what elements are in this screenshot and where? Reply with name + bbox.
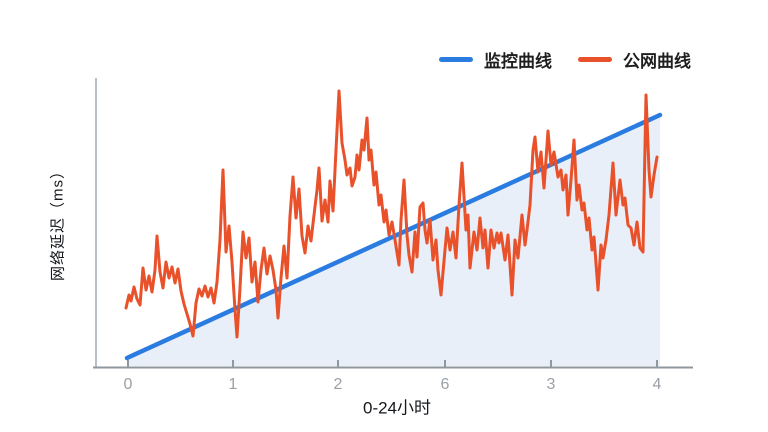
x-tick-label: 2: [334, 376, 343, 393]
legend-label-public: 公网曲线: [623, 52, 691, 71]
y-axis-title: 网络延迟（ms）: [49, 163, 67, 281]
x-tick-label: 4: [653, 376, 662, 393]
legend-item-public-curve[interactable]: 公网曲线: [578, 47, 691, 72]
x-tick-label: 1: [229, 376, 238, 393]
legend-label-monitor: 监控曲线: [484, 52, 552, 71]
x-axis-title: 0-24小时: [362, 398, 432, 418]
public-curve-line: [124, 89, 659, 339]
x-tick-label: 3: [547, 376, 556, 393]
legend: 监控曲线 公网曲线: [439, 47, 691, 72]
legend-swatch-public-icon: [578, 57, 612, 62]
x-tick-label: 0: [124, 376, 133, 393]
legend-item-monitor-curve[interactable]: 监控曲线: [439, 47, 552, 72]
legend-swatch-monitor-icon: [439, 57, 473, 62]
x-tick-label: 6: [441, 376, 450, 393]
